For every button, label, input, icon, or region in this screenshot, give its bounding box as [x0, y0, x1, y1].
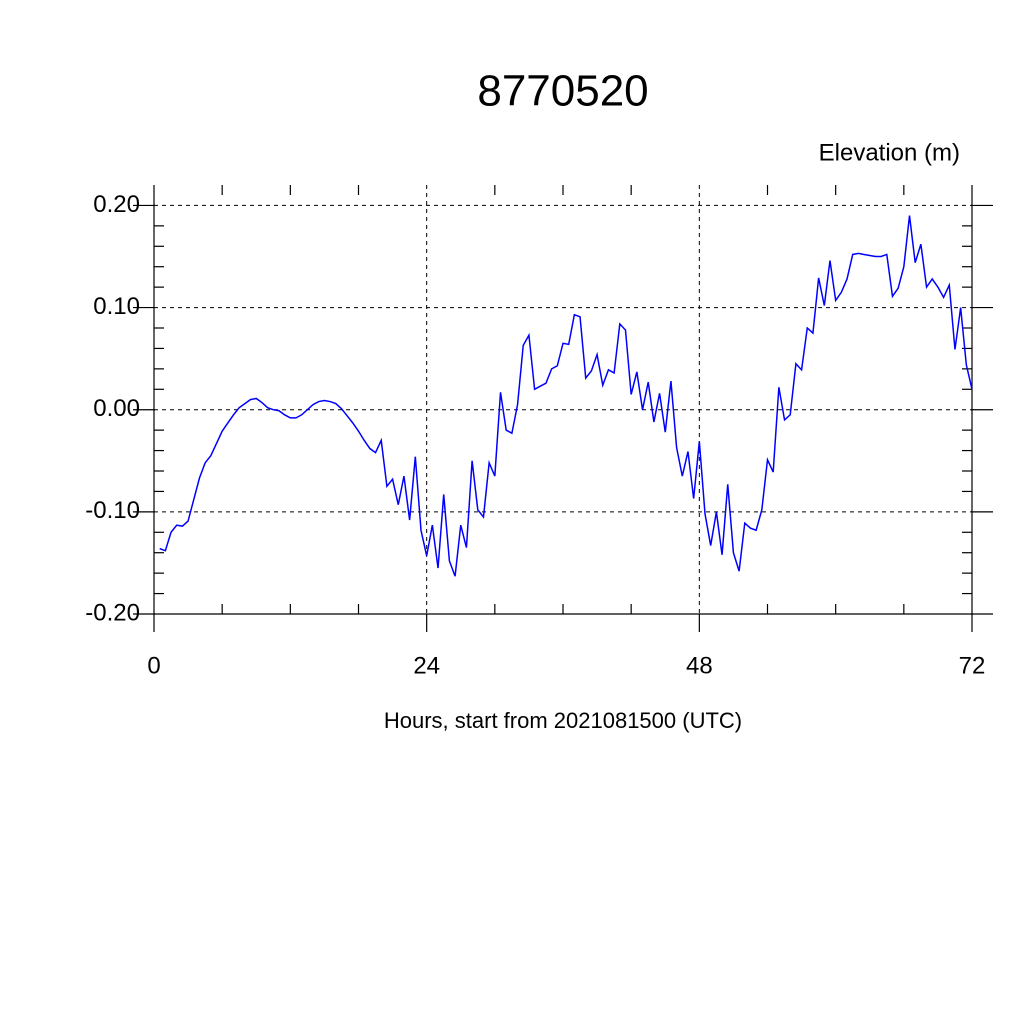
y-unit-label: Elevation (m) [819, 139, 960, 166]
chart-title: 8770520 [477, 67, 648, 116]
x-tick-label: 72 [959, 652, 986, 679]
x-tick-label: 48 [686, 652, 713, 679]
x-tick-label: 0 [147, 652, 160, 679]
y-tick-label: 0.20 [93, 191, 140, 218]
x-axis-label: Hours, start from 2021081500 (UTC) [384, 708, 742, 733]
x-tick-label: 24 [413, 652, 440, 679]
y-tick-label: -0.10 [85, 497, 140, 524]
y-tick-label: 0.00 [93, 395, 140, 422]
y-tick-label: 0.10 [93, 293, 140, 320]
y-tick-label: -0.20 [85, 599, 140, 626]
data-line [159, 215, 973, 577]
